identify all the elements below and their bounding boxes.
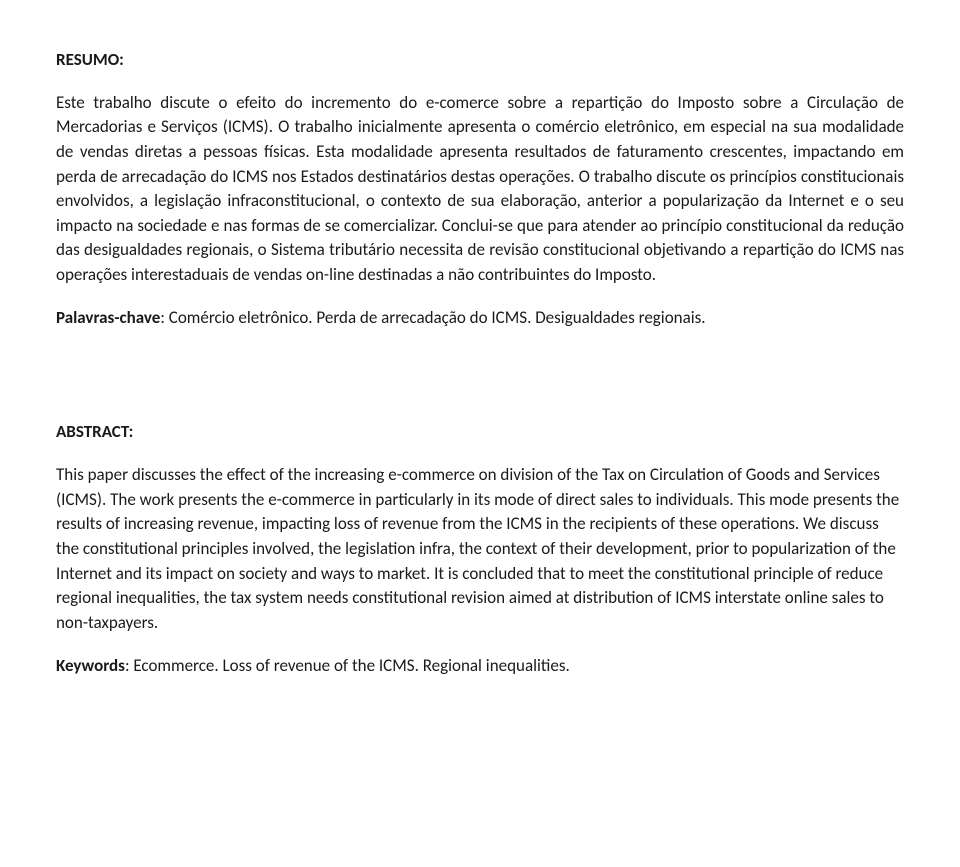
keywords-line: Keywords: Ecommerce. Loss of revenue of … [56,654,904,679]
palavras-chave-text: : Comércio eletrônico. Perda de arrecada… [160,307,705,328]
resumo-body: Este trabalho discute o efeito do increm… [56,91,904,288]
resumo-heading: RESUMO: [56,48,904,73]
keywords-label: Keywords [56,655,125,676]
section-gap [56,348,904,420]
palavras-chave-label: Palavras-chave [56,307,160,328]
palavras-chave-line: Palavras-chave: Comércio eletrônico. Per… [56,306,904,331]
abstract-body: This paper discusses the effect of the i… [56,463,904,635]
keywords-text: : Ecommerce. Loss of revenue of the ICMS… [125,655,570,676]
abstract-heading: ABSTRACT: [56,420,904,445]
